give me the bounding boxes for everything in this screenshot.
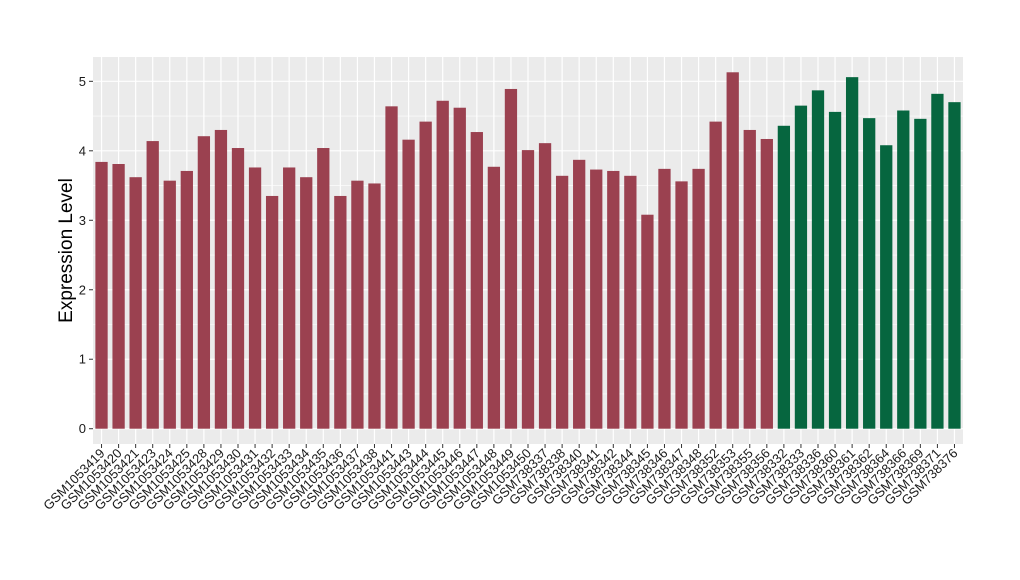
bar-GSM1053430	[231, 148, 245, 429]
bar-GSM1053447	[470, 132, 483, 429]
bar-GSM1053438	[368, 183, 381, 429]
bar-GSM738347	[675, 181, 688, 429]
bar-GSM1053444	[419, 121, 432, 429]
bar-GSM1053419	[95, 161, 108, 429]
bar-GSM1053431	[248, 167, 262, 429]
bar-GSM738360	[828, 111, 842, 429]
bar-GSM738366	[897, 110, 910, 429]
bar-GSM738352	[709, 121, 722, 429]
bar-GSM1053425	[180, 170, 193, 429]
bar-GSM1053428	[197, 136, 211, 429]
x-axis: GSM1053419GSM1053420GSM1053421GSM1053423…	[40, 444, 961, 513]
bar-GSM738346	[658, 168, 671, 429]
y-axis-title: Expression Level	[56, 178, 77, 323]
bars	[95, 72, 961, 429]
bar-GSM1053420	[112, 163, 125, 429]
bar-GSM738371	[931, 93, 944, 429]
bar-GSM738333	[794, 105, 808, 429]
bar-GSM1053443	[402, 139, 415, 429]
bar-GSM1053436	[334, 195, 347, 429]
y-tick-label: 2	[79, 282, 86, 297]
y-tick-label: 1	[79, 352, 86, 367]
bar-GSM1053441	[385, 106, 398, 429]
bar-GSM738348	[692, 168, 705, 429]
bar-GSM1053445	[436, 100, 449, 429]
bar-GSM1053450	[521, 150, 535, 429]
bar-GSM738341	[590, 169, 603, 429]
bar-GSM738332	[777, 125, 791, 429]
y-axis: 0 1 2 3 4 5	[79, 74, 93, 436]
bar-GSM738345	[641, 214, 654, 429]
bar-GSM738344	[624, 175, 637, 429]
bar-GSM1053423	[146, 141, 159, 429]
bar-GSM1053433	[283, 167, 296, 429]
bar-GSM1053435	[317, 148, 330, 429]
bar-GSM1053432	[265, 195, 279, 429]
bar-GSM738355	[743, 129, 756, 429]
bar-GSM1053429	[214, 129, 228, 429]
y-tick-label: 4	[79, 143, 86, 158]
bar-GSM1053448	[487, 166, 501, 429]
bar-GSM738340	[573, 159, 586, 429]
bar-GSM1053424	[163, 180, 176, 429]
bar-GSM738353	[726, 72, 739, 429]
bar-GSM738362	[863, 118, 876, 429]
bar-GSM738361	[845, 77, 859, 429]
y-tick-label: 3	[79, 213, 86, 228]
bar-GSM1053449	[504, 88, 518, 429]
bar-GSM738364	[880, 145, 893, 429]
bar-GSM738336	[811, 90, 825, 429]
bar-GSM738342	[607, 170, 620, 429]
bar-GSM738369	[914, 118, 927, 429]
bar-GSM1053446	[453, 107, 466, 429]
bar-GSM1053421	[129, 177, 142, 429]
bar-GSM1053434	[300, 177, 313, 429]
bar-GSM738338	[555, 175, 569, 429]
bar-GSM738337	[538, 143, 552, 429]
bar-GSM1053437	[351, 180, 364, 429]
bar-GSM738376	[948, 102, 961, 429]
y-tick-label: 0	[79, 421, 86, 436]
y-tick-label: 5	[79, 74, 86, 89]
bar-GSM738356	[760, 138, 773, 429]
